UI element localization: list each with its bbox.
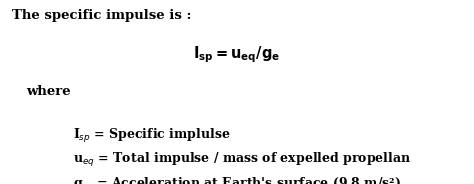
- Text: I$_{sp}$ = Specific implulse: I$_{sp}$ = Specific implulse: [73, 127, 231, 145]
- Text: g$_{e}$  = Acceleration at Earth's surface (9.8 m/s²): g$_{e}$ = Acceleration at Earth's surfac…: [73, 175, 401, 184]
- Text: u$_{eq}$ = Total impulse / mass of expelled propellan: u$_{eq}$ = Total impulse / mass of expel…: [73, 151, 412, 169]
- Text: $\mathbf{I_{sp} = u_{eq}/g_{e}}$: $\mathbf{I_{sp} = u_{eq}/g_{e}}$: [193, 44, 281, 65]
- Text: where: where: [26, 85, 71, 98]
- Text: The specific impulse is :: The specific impulse is :: [12, 9, 191, 22]
